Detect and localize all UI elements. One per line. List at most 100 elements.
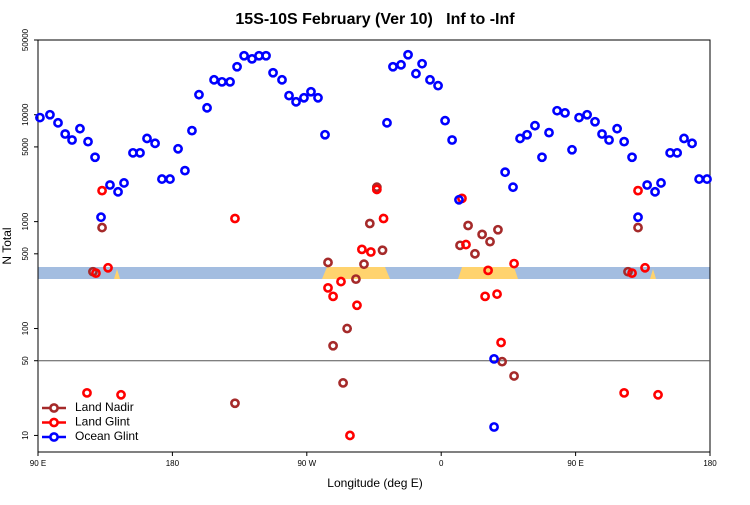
point [489,422,499,432]
point [35,112,45,123]
point [225,76,235,87]
point [567,144,577,155]
point [352,300,362,311]
point [411,68,421,79]
point [656,178,666,188]
y-tick-label: 100 [21,321,30,335]
point [96,212,106,223]
point [627,268,637,279]
point [440,115,450,126]
point [82,387,92,398]
legend-label: Ocean Glint [75,429,139,443]
y-tick-label: 50 [21,356,30,365]
point [493,224,503,235]
legend-label: Land Glint [75,415,130,429]
point [537,152,547,163]
point [91,268,101,279]
point [299,92,309,103]
point [425,74,435,85]
point [461,239,471,250]
x-tick-label: 180 [166,459,180,468]
point [97,185,107,196]
point [679,133,689,144]
point [619,387,630,398]
point [323,282,333,293]
y-tick-label: 10000 [21,103,30,126]
x-axis-label: Longitude (deg E) [327,476,422,490]
point [597,129,607,139]
legend-marker [49,417,59,428]
point [582,109,592,120]
point [480,291,491,302]
point [694,174,704,184]
point [552,105,562,116]
point [364,218,375,229]
y-tick-label: 1000 [21,212,30,230]
point [173,143,183,154]
point [230,398,240,409]
point [142,133,152,144]
point [640,262,650,273]
y-tick-label: 10 [21,430,30,439]
point [277,74,287,85]
point [403,49,413,60]
point [463,220,473,231]
point [371,184,382,195]
point [396,59,406,70]
point [97,222,107,233]
point [116,389,126,400]
point [509,371,519,381]
point [328,291,338,302]
point [217,76,227,87]
point [433,80,443,91]
point [135,147,145,158]
y-tick-label: 5000 [21,137,30,155]
point [627,152,637,163]
point [268,67,278,78]
legend-marker [49,432,59,442]
x-tick-label: 90 E [567,459,583,468]
point [515,133,525,144]
point [180,165,190,176]
point [284,90,294,101]
point [530,120,540,131]
point [470,248,480,259]
coverage-band [38,267,710,279]
point [165,174,175,184]
point [320,129,330,140]
y-axis-label: N Total [0,227,14,264]
point [60,129,71,139]
point [590,116,600,127]
point [342,323,353,334]
point [345,430,355,441]
point [45,109,55,120]
point [157,174,167,184]
y-tick-label: 50000 [21,28,30,51]
point [382,117,392,128]
point [328,340,338,351]
point [261,50,271,61]
point [653,389,663,400]
point [612,123,623,134]
point [230,213,240,224]
x-tick-label: 180 [703,459,717,468]
point [313,92,323,103]
point [633,185,643,196]
point [702,174,712,184]
point [336,276,346,287]
point [497,356,508,367]
point [75,123,85,134]
point [53,117,63,128]
point [508,182,518,193]
point [485,236,495,247]
point [454,194,464,205]
point [687,138,697,149]
point [90,152,100,163]
x-tick-label: 90 E [30,459,46,468]
point [365,247,376,257]
legend-label: Land Nadir [75,400,134,414]
point [187,125,197,136]
point [489,353,499,364]
point [377,245,388,256]
